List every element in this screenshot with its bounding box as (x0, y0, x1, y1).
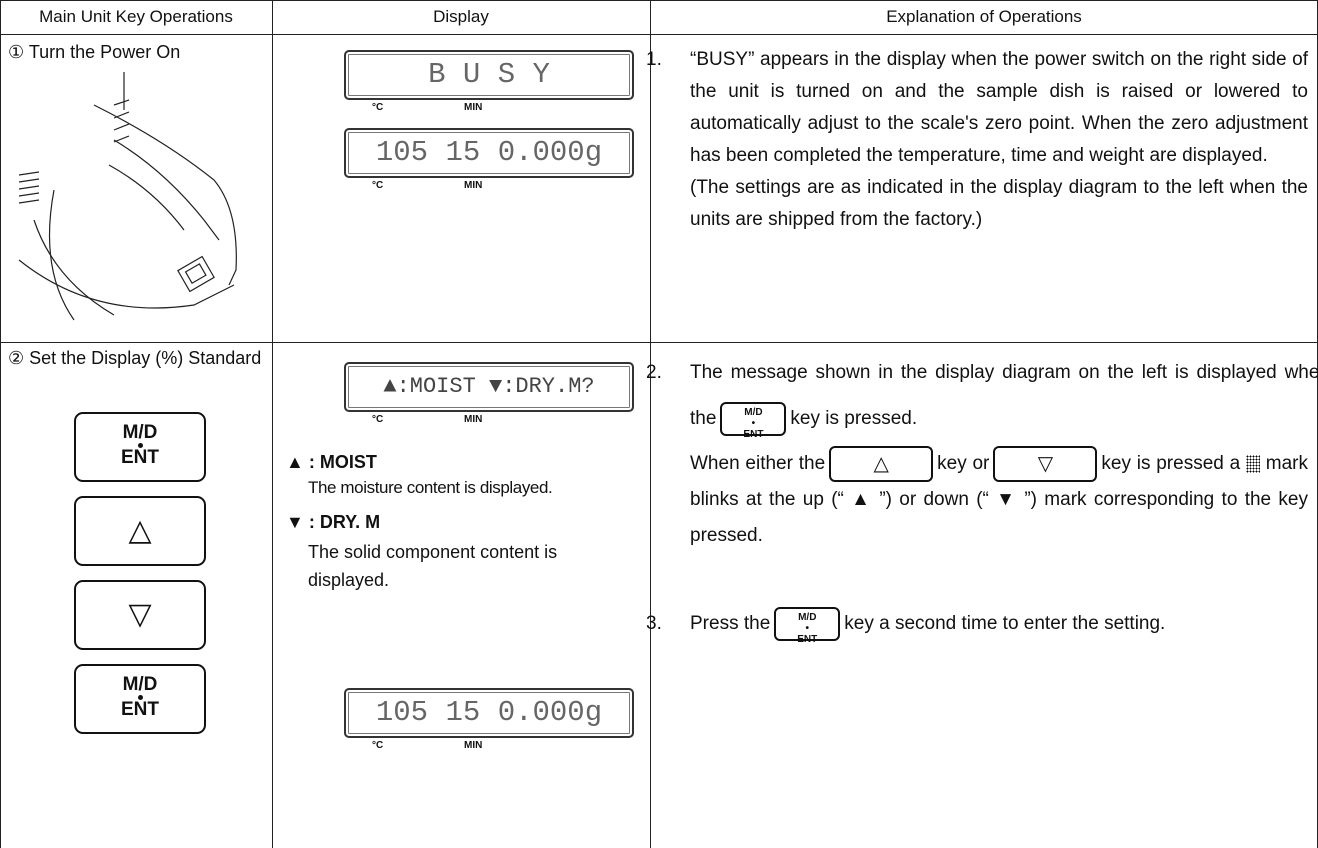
key-label: ENT (743, 428, 764, 440)
lcd-unit: °C (372, 740, 384, 751)
key: M/D ENT (74, 664, 206, 734)
lcd-unit: MIN (464, 414, 483, 425)
lcd-display: ▲:MOIST ▼:DRY.M? (344, 362, 634, 412)
step-title: ② Set the Display (%) Standard (8, 348, 262, 368)
inline-key: M/D • ENT (774, 606, 841, 645)
key-label: M/D (744, 406, 763, 418)
item-number: 1. (646, 49, 662, 70)
paragraph: 3. Press the M/D • ENTkey a second time to e… (646, 604, 1318, 645)
text: Press the (690, 613, 771, 634)
unit-illustration (18, 72, 237, 321)
paragraph: 1. “BUSY” appears in the display when the… (646, 44, 1308, 172)
lcd-display: 105 15 0.000g (344, 128, 634, 178)
key-label: M/D (122, 422, 158, 443)
paragraph: (The settings are as indicated in the di… (690, 177, 1308, 230)
column-header: Main Unit Key Operations (39, 7, 233, 26)
lcd-unit: °C (372, 180, 384, 191)
lcd-unit: MIN (464, 102, 483, 113)
label: : MOIST (308, 452, 377, 472)
key-label: ENT (797, 633, 818, 645)
legend-text: The solid component content is displayed… (308, 542, 558, 590)
rule (0, 0, 1, 848)
text: The message shown in the display diagram… (690, 362, 1318, 429)
step-title: ① Turn the Power On (8, 42, 181, 62)
column-header: Display (433, 7, 489, 26)
rule (0, 342, 1318, 343)
key: △ (74, 496, 206, 566)
item-number: 3. (646, 613, 662, 634)
lcd-unit: °C (372, 102, 384, 113)
paragraph: 2. The message shown in the display diagr… (646, 350, 1318, 442)
rule (650, 0, 651, 848)
lcd-unit: MIN (464, 740, 483, 751)
key: ▽ (74, 580, 206, 650)
item-number: 2. (646, 362, 662, 383)
explanation: 1. “BUSY” appears in the display when the… (646, 44, 1308, 236)
key-label: M/D (798, 611, 817, 623)
key: M/D ENT (74, 412, 206, 482)
blink-mark (1245, 455, 1260, 473)
label: : DRY. M (308, 512, 381, 532)
lcd-unit: °C (372, 414, 384, 425)
text: key is pressed. (790, 408, 918, 429)
lcd-display: 105 15 0.000g (344, 688, 634, 738)
legend-text: The moisture content is displayed. (308, 478, 553, 497)
lcd-display: B U S Y (344, 50, 634, 100)
key-label: ENT (121, 447, 159, 468)
symbol: ▼ (286, 512, 304, 532)
text: When either the (690, 453, 826, 475)
text: key is pressed a (1101, 453, 1241, 475)
key-label: ENT (121, 699, 159, 720)
text: key or (937, 453, 990, 475)
text: mark blinks at the up (“ ▲ ”) or down (“… (690, 453, 1308, 547)
key-label: M/D (122, 674, 158, 695)
legend-title: ▲ : MOIST (286, 452, 377, 473)
legend-title: ▼ : DRY. M (286, 512, 380, 533)
inline-key: M/D • ENT (720, 401, 787, 440)
inline-key: ▽ (993, 446, 1098, 482)
lcd-unit: MIN (464, 180, 483, 191)
symbol: ▲ (286, 452, 304, 472)
paragraph: When either the △ key or ▽ key is pressed a … (668, 446, 1308, 554)
rule (0, 34, 1318, 35)
rule (272, 0, 273, 848)
rule (0, 0, 1318, 1)
column-header: Explanation of Operations (886, 7, 1082, 26)
text: key a second time to enter the setting. (844, 613, 1166, 634)
text: “BUSY” appears in the display when the p… (690, 49, 1308, 166)
inline-key: △ (829, 446, 934, 482)
